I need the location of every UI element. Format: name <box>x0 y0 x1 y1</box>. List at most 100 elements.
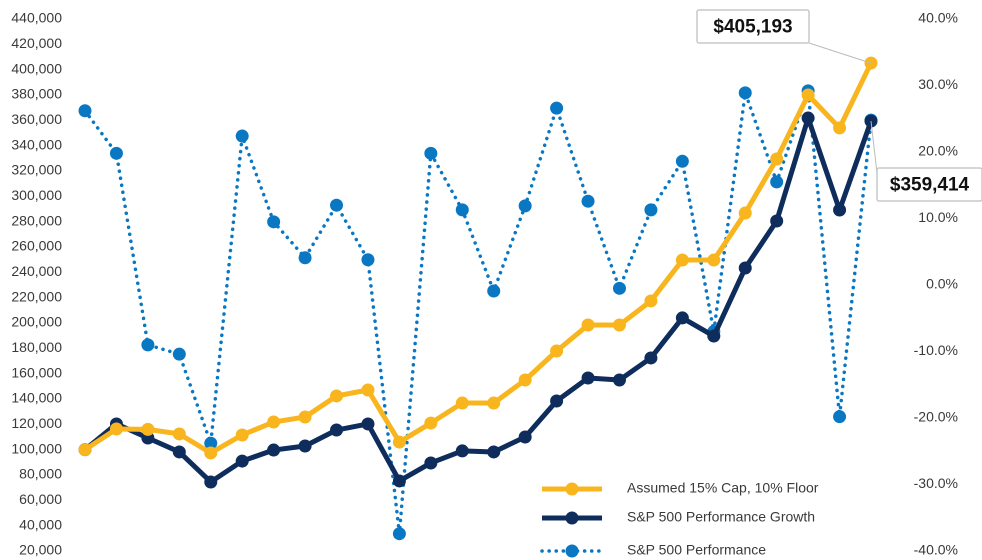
point <box>770 152 784 166</box>
point <box>172 427 186 441</box>
y2-tick-label: -20.0% <box>914 409 958 425</box>
y-tick-label: 200,000 <box>11 314 62 330</box>
point <box>392 435 406 449</box>
point <box>298 439 312 453</box>
y2-tick-label: 40.0% <box>918 10 958 26</box>
legend-marker <box>565 482 579 496</box>
point <box>770 175 784 189</box>
y2-tick-label: 10.0% <box>918 209 958 225</box>
point <box>424 416 438 430</box>
point <box>738 206 752 220</box>
y-tick-label: 320,000 <box>11 162 62 178</box>
y2-tick-label: 20.0% <box>918 143 958 159</box>
point <box>235 428 249 442</box>
callout-leader <box>808 42 872 64</box>
y-tick-label: 40,000 <box>19 516 62 532</box>
y-tick-label: 60,000 <box>19 491 62 507</box>
y-tick-label: 220,000 <box>11 288 62 304</box>
point <box>455 444 469 458</box>
series-line <box>83 115 874 485</box>
point <box>518 373 532 387</box>
y-tick-label: 420,000 <box>11 35 62 51</box>
point <box>550 344 564 358</box>
legend-label: S&P 500 Performance <box>627 542 766 558</box>
point <box>424 146 438 160</box>
y-tick-label: 20,000 <box>19 542 62 558</box>
y-tick-label: 300,000 <box>11 187 62 203</box>
point <box>833 410 847 424</box>
point <box>141 338 155 352</box>
point <box>204 446 218 460</box>
y-tick-label: 240,000 <box>11 263 62 279</box>
point <box>738 261 752 275</box>
point <box>644 351 658 365</box>
point <box>738 86 752 100</box>
point <box>298 410 312 424</box>
point <box>833 121 847 135</box>
callout-leader <box>870 121 878 174</box>
point <box>267 443 281 457</box>
point <box>581 318 595 332</box>
y-tick-label: 180,000 <box>11 339 62 355</box>
point <box>707 253 721 267</box>
point <box>141 422 155 436</box>
point <box>518 199 532 213</box>
y-tick-label: 400,000 <box>11 60 62 76</box>
y2-tick-label: -30.0% <box>914 475 958 491</box>
point <box>644 294 658 308</box>
point <box>361 383 375 397</box>
point <box>298 251 312 265</box>
callout-label: $405,193 <box>713 17 792 38</box>
point <box>392 527 406 541</box>
y-tick-label: 260,000 <box>11 238 62 254</box>
point <box>675 253 689 267</box>
series-line <box>83 89 873 536</box>
point <box>801 88 815 102</box>
point <box>235 129 249 143</box>
callout-box <box>696 9 810 44</box>
point <box>109 422 123 436</box>
legend-marker <box>565 544 579 558</box>
point <box>109 146 123 160</box>
legend-label: S&P 500 Performance Growth <box>627 509 815 525</box>
callout-label: $359,414 <box>890 175 970 196</box>
legend-label: Assumed 15% Cap, 10% Floor <box>627 480 819 496</box>
y-tick-label: 440,000 <box>11 10 62 26</box>
point <box>267 215 281 229</box>
point <box>235 454 249 468</box>
point <box>675 311 689 325</box>
point <box>801 111 815 125</box>
point <box>612 373 626 387</box>
point <box>424 456 438 470</box>
point <box>330 198 344 212</box>
point <box>487 396 501 410</box>
point <box>172 347 186 361</box>
y-tick-label: 140,000 <box>11 390 62 406</box>
y-tick-label: 80,000 <box>19 466 62 482</box>
y2-tick-label: 0.0% <box>926 276 958 292</box>
point <box>204 475 218 489</box>
point <box>707 329 721 343</box>
y-tick-label: 340,000 <box>11 136 62 152</box>
point <box>330 423 344 437</box>
callout-box <box>876 167 982 202</box>
point <box>204 436 218 450</box>
point <box>392 474 406 488</box>
point <box>550 394 564 408</box>
point <box>330 389 344 403</box>
y2-tick-label: 30.0% <box>918 76 958 92</box>
y-tick-label: 160,000 <box>11 364 62 380</box>
point <box>612 281 626 295</box>
y-tick-label: 360,000 <box>11 111 62 127</box>
point <box>770 214 784 228</box>
point <box>78 443 92 457</box>
point <box>487 445 501 459</box>
point <box>172 445 186 459</box>
point <box>267 415 281 429</box>
point <box>78 104 92 118</box>
point <box>833 203 847 217</box>
y-tick-label: 280,000 <box>11 212 62 228</box>
y-tick-label: 120,000 <box>11 415 62 431</box>
y2-tick-label: -40.0% <box>914 542 958 558</box>
